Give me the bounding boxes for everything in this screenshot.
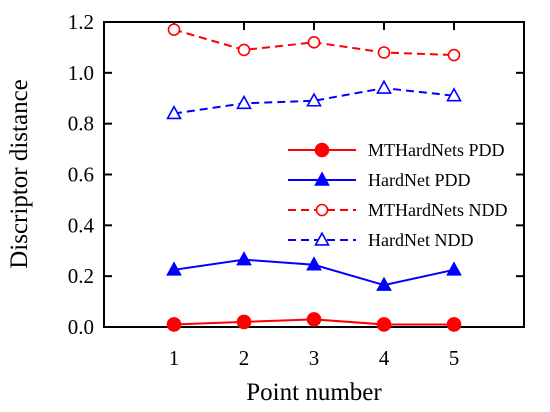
legend-item: MTHardNets NDD — [288, 200, 507, 220]
series-3 — [167, 23, 461, 62]
data-point — [377, 46, 391, 59]
y-tick-label: 0.6 — [68, 163, 94, 187]
y-tick-label: 1.2 — [68, 10, 94, 34]
x-tick-label: 3 — [309, 346, 320, 370]
data-point — [306, 256, 322, 271]
y-tick-label: 0.2 — [68, 264, 94, 288]
series-layer — [166, 23, 462, 332]
y-axis-title: Discriptor distance — [6, 79, 33, 269]
data-point — [446, 87, 462, 102]
legend-item: MTHardNets PDD — [288, 140, 505, 160]
legend-marker — [314, 171, 330, 186]
series-line — [173, 87, 455, 115]
x-tick-label: 2 — [239, 346, 250, 370]
x-tick-label: 1 — [169, 346, 180, 370]
y-tick-label: 0.0 — [68, 315, 94, 339]
data-point — [236, 251, 252, 266]
data-point — [376, 276, 392, 291]
data-point — [306, 312, 322, 327]
data-point — [166, 261, 182, 276]
data-point — [236, 94, 252, 110]
data-point — [376, 79, 392, 94]
data-point — [446, 261, 462, 276]
axis-ticks: 0.0 0.2 0.4 0.6 0.8 1.0 1.2 1 2 3 4 5 — [68, 10, 524, 370]
x-axis-title: Point number — [246, 379, 382, 406]
data-point — [307, 36, 321, 49]
legend-label: MTHardNets PDD — [368, 140, 505, 160]
legend-label: MTHardNets NDD — [368, 200, 507, 220]
y-tick-label: 0.4 — [68, 213, 95, 237]
legend-marker — [315, 203, 329, 217]
x-tick-label: 5 — [449, 346, 460, 370]
data-point — [447, 48, 461, 62]
legend-marker — [314, 142, 330, 158]
legend-item: HardNet NDD — [288, 230, 473, 250]
y-tick-label: 0.8 — [68, 112, 94, 136]
y-tick-label: 1.0 — [68, 61, 94, 85]
series-1 — [166, 312, 462, 332]
series-2 — [166, 251, 462, 291]
data-point — [376, 317, 392, 332]
data-point — [237, 43, 251, 57]
data-point — [167, 23, 181, 36]
x-tick-label: 4 — [379, 346, 390, 370]
data-point — [306, 92, 322, 107]
series-4 — [166, 79, 462, 120]
legend-label: HardNet PDD — [368, 170, 470, 190]
data-point — [166, 317, 182, 332]
legend: MTHardNets PDD HardNet PDD MTHardNets NDD H… — [288, 140, 507, 250]
legend-label: HardNet NDD — [368, 230, 473, 250]
data-point — [446, 317, 462, 332]
legend-item: HardNet PDD — [288, 170, 470, 190]
data-point — [236, 314, 252, 330]
data-point — [166, 105, 182, 120]
legend-marker — [314, 231, 330, 246]
